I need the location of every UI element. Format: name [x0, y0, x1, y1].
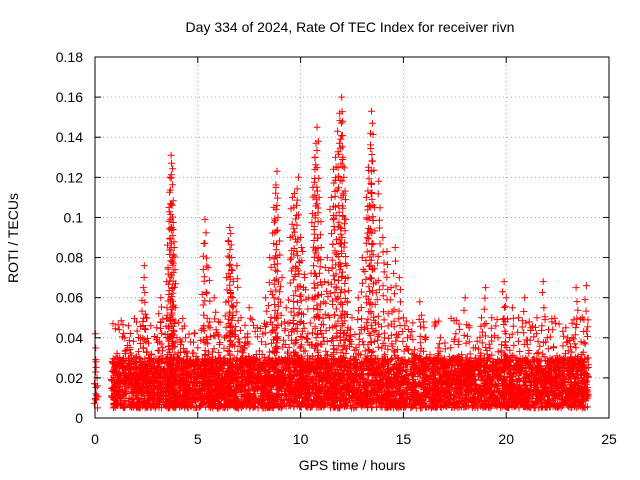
y-tick-label: 0.08: [56, 250, 83, 266]
y-tick-label: 0: [75, 410, 83, 426]
y-tick-label: 0.12: [56, 169, 83, 185]
y-tick-label: 0.02: [56, 370, 83, 386]
x-tick-labels: 0 5 10 15 20 25: [91, 431, 617, 447]
y-tick-label: 0.14: [56, 129, 83, 145]
y-tick-label: 0.06: [56, 290, 83, 306]
axis-ticks: [94, 56, 610, 419]
scatter-markers: [90, 93, 592, 413]
x-tick-label: 10: [293, 431, 309, 447]
x-tick-label: 5: [194, 431, 202, 447]
y-tick-label: 0.18: [56, 49, 83, 65]
y-tick-label: 0.04: [56, 330, 83, 346]
grid-lines: [95, 57, 609, 418]
x-tick-label: 15: [396, 431, 412, 447]
data-points: [90, 93, 592, 413]
chart-title: Day 334 of 2024, Rate Of TEC Index for r…: [186, 19, 515, 35]
y-tick-label: 0.16: [56, 89, 83, 105]
y-tick-label: 0.1: [64, 209, 84, 225]
x-tick-label: 25: [601, 431, 617, 447]
y-tick-labels: 0 0.02 0.04 0.06 0.08 0.1 0.12 0.14 0.16 0.18: [56, 49, 83, 426]
plot-frame: [94, 56, 610, 419]
y-axis-label: ROTI / TECUs: [5, 193, 21, 283]
x-tick-label: 20: [498, 431, 514, 447]
x-axis-label: GPS time / hours: [299, 457, 406, 473]
x-tick-label: 0: [91, 431, 99, 447]
